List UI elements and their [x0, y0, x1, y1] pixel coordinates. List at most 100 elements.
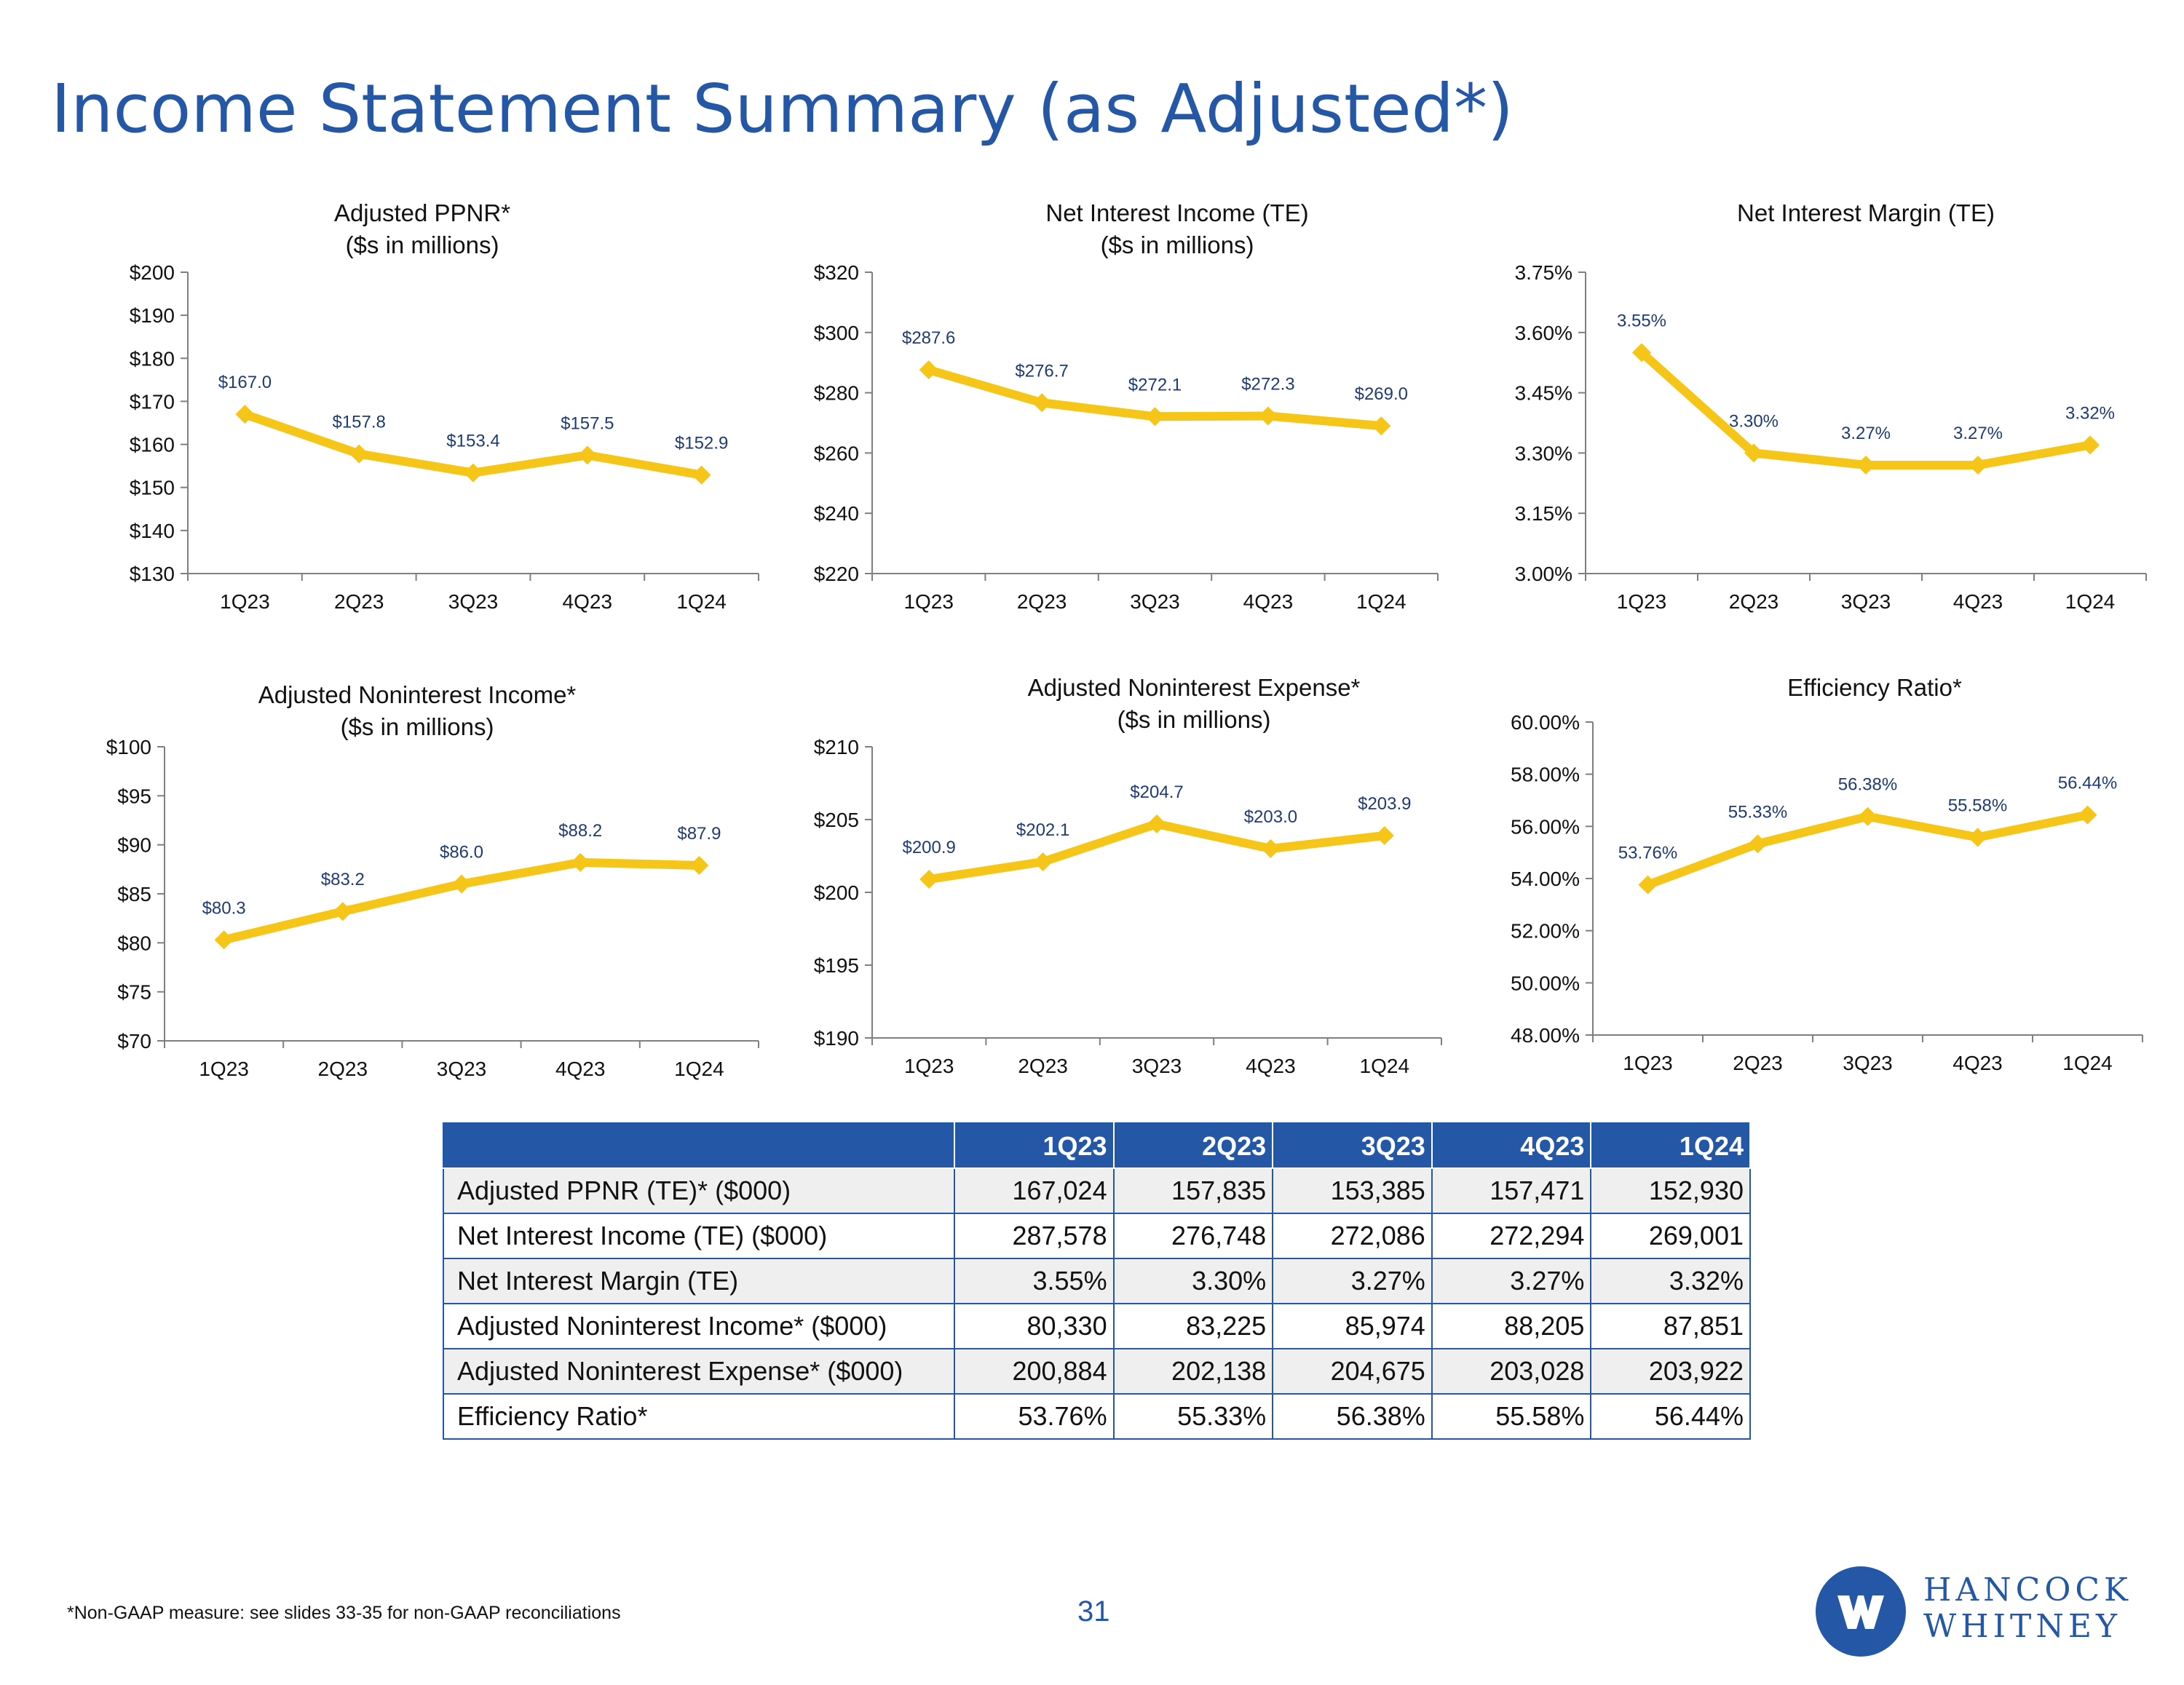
series-line [219, 857, 704, 945]
table-cell: 3.27% [1431, 1258, 1592, 1304]
data-label: $272.1 [1128, 375, 1182, 395]
data-point [1033, 852, 1053, 871]
table-header-row: 1Q23 2Q23 3Q23 4Q23 1Q24 [443, 1121, 1751, 1169]
x-tick-label: 1Q23 [199, 1058, 249, 1080]
x-tick-label: 1Q23 [904, 1055, 954, 1077]
footnote: *Non-GAAP measure: see slides 33-35 for … [67, 1603, 621, 1623]
x-tick-label: 1Q23 [1617, 590, 1667, 613]
y-tick-label: $160 [130, 434, 175, 456]
y-tick-label: $80 [117, 932, 151, 954]
table-cell: 153,385 [1272, 1167, 1433, 1214]
data-label: 56.38% [1838, 775, 1897, 795]
logo-line-1: HANCOCK [1923, 1571, 2132, 1609]
data-point [452, 874, 471, 894]
data-point [235, 405, 255, 424]
data-label: 3.27% [1841, 424, 1891, 443]
data-label: $83.2 [321, 870, 365, 889]
data-label: $153.4 [446, 432, 499, 451]
chart-title: ($s in millions) [1117, 706, 1271, 733]
table-row: Adjusted PPNR (TE)* ($000) 167,024 157,8… [443, 1167, 1751, 1214]
y-tick-label: 3.30% [1515, 442, 1572, 464]
y-tick-label: $75 [117, 981, 151, 1004]
x-tick-label: 2Q23 [1017, 590, 1067, 613]
table-cell: 3.32% [1590, 1258, 1751, 1304]
logo-line-2: WHITNEY [1923, 1608, 2121, 1645]
data-point [2081, 435, 2100, 455]
data-label: $152.9 [675, 434, 728, 453]
data-point [1258, 406, 1278, 426]
x-tick-label: 3Q23 [448, 590, 499, 613]
data-label: $276.7 [1015, 361, 1068, 381]
table-cell: 3.27% [1272, 1258, 1433, 1304]
chart-title: Adjusted Noninterest Expense* [1028, 674, 1361, 701]
y-tick-label: 3.60% [1515, 322, 1572, 344]
table-cell: 88,205 [1431, 1303, 1592, 1349]
data-point [1969, 455, 1987, 475]
y-tick-label: $170 [130, 390, 175, 413]
y-tick-label: 58.00% [1511, 764, 1580, 786]
hancock-whitney-logo-icon [1816, 1566, 1906, 1657]
x-tick-label: 4Q23 [1953, 590, 2003, 613]
chart-title: ($s in millions) [346, 231, 499, 258]
data-label: $157.8 [332, 413, 385, 432]
x-tick-label: 3Q23 [1841, 590, 1891, 613]
data-point [689, 855, 709, 875]
table-cell: 3.55% [954, 1258, 1115, 1304]
table-header-cell: 1Q23 [954, 1121, 1115, 1169]
table-cell: 157,471 [1431, 1167, 1592, 1214]
table-cell: 56.44% [1590, 1393, 1751, 1440]
data-point [571, 852, 590, 872]
chart-nonint_income: Adjusted Noninterest Income* ($s in milli… [106, 681, 759, 1080]
data-label: $87.9 [677, 824, 721, 844]
data-point [1856, 455, 1875, 475]
data-label: $157.5 [561, 413, 614, 433]
table-cell: 203,028 [1431, 1348, 1592, 1395]
x-tick-label: 2Q23 [1729, 590, 1779, 613]
y-tick-label: 3.15% [1515, 502, 1572, 525]
data-label: 55.58% [1948, 796, 2007, 815]
table-cell: 80,330 [954, 1303, 1115, 1349]
x-tick-label: 1Q23 [220, 590, 270, 613]
x-tick-label: 2Q23 [1018, 1055, 1068, 1077]
x-tick-label: 2Q23 [318, 1058, 368, 1080]
data-point [1858, 806, 1878, 826]
data-point [1744, 443, 1763, 463]
table-cell: 53.76% [954, 1393, 1115, 1440]
y-tick-label: 3.00% [1515, 563, 1572, 585]
y-tick-label: 50.00% [1511, 972, 1580, 994]
data-label: $203.9 [1358, 794, 1411, 814]
y-tick-label: $195 [814, 954, 859, 977]
row-label: Adjusted PPNR (TE)* ($000) [443, 1167, 955, 1214]
table-row: Net Interest Income (TE) ($000) 287,578 … [443, 1213, 1751, 1259]
data-label: $167.0 [218, 373, 272, 392]
x-tick-label: 1Q24 [674, 1058, 724, 1080]
x-tick-label: 1Q24 [1356, 590, 1406, 613]
x-tick-label: 1Q23 [903, 590, 954, 613]
table-header-cell: 2Q23 [1112, 1121, 1274, 1169]
data-point [1372, 416, 1391, 436]
chart-title: Adjusted PPNR* [334, 199, 510, 226]
data-label: $80.3 [202, 898, 246, 918]
y-tick-label: $130 [130, 563, 175, 585]
y-tick-label: $190 [130, 304, 175, 327]
y-tick-label: $300 [814, 322, 859, 344]
table-header-blank [443, 1121, 955, 1169]
x-tick-label: 3Q23 [1130, 590, 1180, 613]
table-cell: 272,294 [1431, 1213, 1592, 1259]
y-tick-label: $260 [814, 442, 859, 464]
x-tick-label: 1Q24 [1360, 1055, 1410, 1077]
y-tick-label: $85 [117, 883, 151, 905]
data-point [919, 360, 938, 380]
x-tick-label: 4Q23 [1243, 590, 1294, 613]
data-label: $269.0 [1355, 384, 1408, 404]
y-tick-label: $240 [814, 502, 859, 525]
table-row: Efficiency Ratio* 53.76% 55.33% 56.38% 5… [443, 1393, 1751, 1440]
table-row: Net Interest Margin (TE) 3.55% 3.30% 3.2… [443, 1258, 1751, 1304]
x-tick-label: 1Q23 [1623, 1052, 1673, 1074]
y-tick-label: $320 [814, 261, 859, 284]
data-point [1638, 875, 1658, 895]
table-cell: 3.30% [1112, 1258, 1274, 1304]
table-cell: 272,086 [1272, 1213, 1433, 1259]
table-cell: 55.58% [1431, 1393, 1592, 1440]
y-tick-label: $205 [814, 809, 859, 831]
